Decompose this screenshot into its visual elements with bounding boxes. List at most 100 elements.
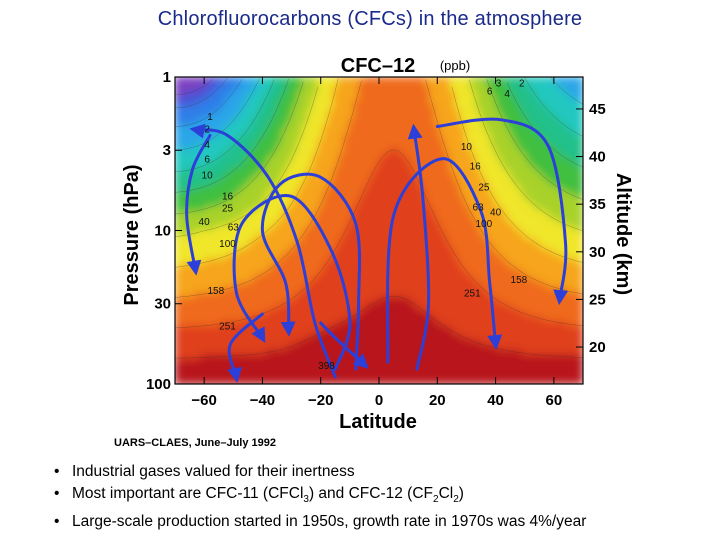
field-cell	[368, 148, 375, 155]
field-cell	[404, 129, 411, 136]
field-cell	[490, 244, 497, 251]
field-cell	[465, 162, 472, 169]
field-cell	[500, 306, 508, 313]
field-cell	[271, 268, 278, 275]
field-cell	[225, 158, 232, 164]
field-cell	[521, 345, 528, 352]
field-cell	[398, 263, 406, 270]
field-cell	[480, 230, 487, 236]
field-cell	[271, 153, 278, 160]
field-cell	[449, 306, 457, 313]
field-cell	[562, 364, 569, 371]
field-cell	[378, 359, 385, 366]
field-cell	[347, 287, 355, 294]
field-cell	[485, 124, 492, 131]
field-cell	[460, 225, 467, 232]
field-cell	[256, 129, 263, 136]
field-cell	[175, 364, 181, 371]
field-cell	[439, 90, 446, 97]
field-cell	[189, 148, 197, 155]
field-cell	[256, 158, 263, 164]
field-cell	[322, 129, 329, 136]
field-cell	[460, 220, 467, 227]
field-cell	[256, 196, 263, 203]
field-cell	[378, 186, 385, 193]
field-cell	[511, 105, 518, 112]
field-cell	[567, 354, 574, 361]
field-cell	[271, 215, 278, 222]
field-cell	[347, 354, 355, 361]
field-cell	[521, 220, 528, 227]
field-cell	[495, 263, 503, 270]
field-cell	[210, 306, 217, 313]
field-cell	[337, 138, 344, 145]
field-cell	[307, 191, 314, 198]
field-cell	[337, 278, 344, 284]
field-cell	[541, 114, 548, 121]
field-cell	[189, 114, 197, 121]
field-cell	[210, 287, 217, 294]
field-cell	[347, 153, 355, 160]
field-cell	[194, 273, 202, 280]
field-cell	[205, 167, 212, 174]
field-cell	[210, 325, 217, 332]
field-cell	[194, 297, 202, 304]
field-cell	[414, 268, 421, 275]
field-cell	[296, 364, 304, 371]
field-cell	[210, 373, 217, 380]
field-cell	[261, 302, 268, 308]
field-cell	[567, 239, 574, 246]
field-cell	[546, 201, 554, 208]
field-cell	[245, 119, 253, 126]
field-cell	[567, 77, 574, 83]
field-cell	[302, 321, 309, 328]
field-cell	[235, 134, 242, 141]
field-cell	[215, 143, 222, 150]
field-cell	[194, 340, 202, 347]
field-cell	[179, 340, 186, 347]
field-cell	[546, 196, 554, 203]
field-cell	[414, 369, 421, 376]
field-cell	[541, 129, 548, 136]
field-cell	[220, 302, 227, 308]
field-cell	[286, 292, 293, 299]
field-cell	[506, 124, 513, 131]
field-cell	[353, 330, 360, 337]
field-cell	[460, 81, 467, 88]
field-cell	[551, 191, 559, 198]
field-cell	[444, 129, 452, 136]
field-cell	[276, 302, 283, 308]
field-cell	[296, 167, 304, 174]
field-cell	[465, 287, 472, 294]
field-cell	[200, 234, 207, 241]
field-cell	[398, 278, 406, 284]
field-cell	[368, 282, 375, 289]
field-cell	[342, 110, 350, 117]
field-cell	[562, 354, 569, 361]
field-cell	[220, 134, 227, 141]
field-cell	[546, 239, 554, 246]
field-cell	[205, 297, 212, 304]
field-cell	[353, 378, 360, 384]
field-cell	[465, 254, 472, 260]
field-cell	[286, 373, 293, 380]
field-cell	[480, 364, 487, 371]
field-cell	[358, 124, 365, 131]
field-cell	[327, 292, 334, 299]
field-cell	[567, 186, 574, 193]
field-cell	[205, 86, 212, 93]
field-cell	[404, 378, 411, 384]
field-cell	[179, 110, 186, 117]
field-cell	[475, 234, 482, 241]
field-cell	[358, 215, 365, 222]
field-cell	[449, 316, 457, 323]
field-cell	[368, 373, 375, 380]
field-cell	[256, 143, 263, 150]
field-cell	[531, 373, 538, 380]
field-cell	[327, 345, 334, 352]
field-cell	[327, 302, 334, 308]
field-cell	[449, 282, 457, 289]
field-cell	[210, 263, 217, 270]
field-cell	[332, 349, 339, 356]
field-cell	[210, 124, 217, 131]
